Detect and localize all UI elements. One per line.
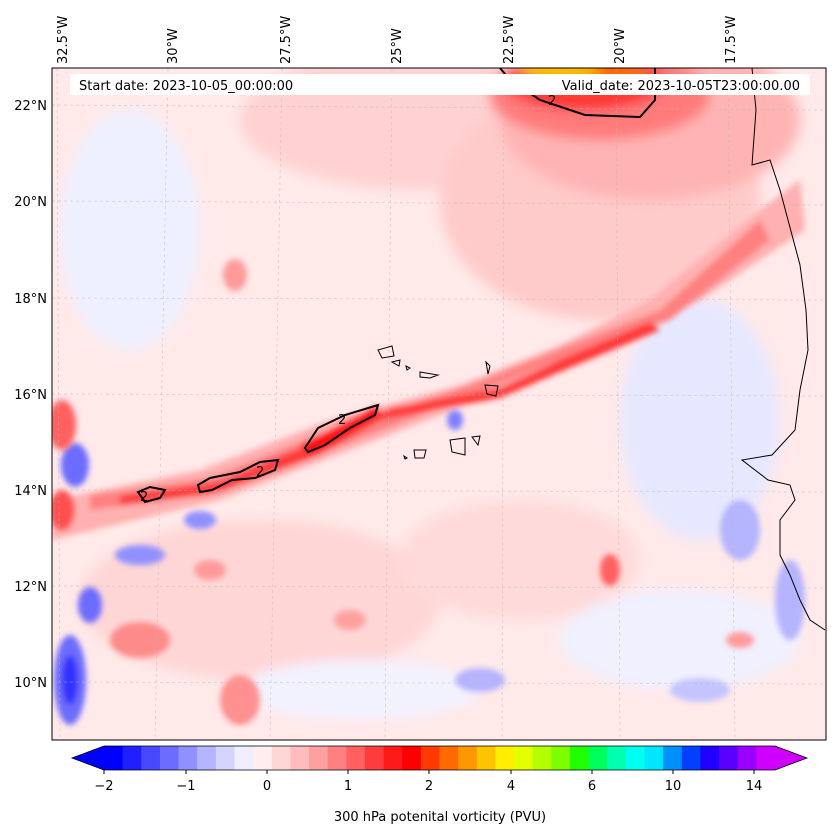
colorbar: −2 −1 0 1 2 4 6 10 14 300 hPa potenital … bbox=[70, 745, 809, 825]
colorbar-segments bbox=[104, 746, 776, 770]
map-panel: 2 2 2 2 Start date: 2023-10-05_00:00:00 … bbox=[52, 68, 826, 740]
contour-label: 2 bbox=[140, 490, 148, 505]
colorbar-tick-label: 0 bbox=[263, 779, 271, 794]
lat-label: 18°N bbox=[14, 292, 47, 307]
colorbar-segment bbox=[700, 746, 720, 770]
africa-coastline bbox=[740, 68, 826, 631]
colorbar-segment bbox=[104, 746, 124, 770]
colorbar-ticks bbox=[103, 770, 755, 774]
colorbar-segment bbox=[532, 746, 552, 770]
colorbar-tick-label: 14 bbox=[746, 779, 763, 794]
colorbar-segment bbox=[476, 746, 497, 770]
colorbar-segment bbox=[141, 746, 161, 770]
colorbar-tick-label: 10 bbox=[665, 779, 682, 794]
pv-contour-3 bbox=[303, 403, 380, 454]
negative-pv-patches bbox=[54, 410, 805, 725]
colorbar-segment bbox=[514, 746, 534, 770]
lon-label: 20°W bbox=[613, 28, 628, 64]
colorbar-segment bbox=[458, 746, 478, 770]
colorbar-segment bbox=[719, 746, 739, 770]
colorbar-tick-label: −2 bbox=[94, 779, 113, 794]
colorbar-segment bbox=[551, 746, 571, 770]
graticule bbox=[52, 68, 826, 740]
colorbar-segment bbox=[253, 746, 273, 770]
colorbar-segment bbox=[327, 746, 347, 770]
lat-label: 10°N bbox=[14, 676, 47, 691]
colorbar-segment bbox=[383, 746, 403, 770]
pv-2-contours bbox=[136, 68, 656, 504]
colorbar-tick-label: 2 bbox=[425, 779, 433, 794]
colorbar-segment bbox=[588, 746, 608, 770]
colorbar-segment bbox=[309, 746, 329, 770]
lat-label: 22°N bbox=[14, 99, 47, 114]
lat-label: 16°N bbox=[14, 388, 47, 403]
colorbar-segment bbox=[197, 746, 217, 770]
colorbar-segment bbox=[159, 746, 180, 770]
colorbar-segment bbox=[178, 746, 198, 770]
colorbar-tick-label: −1 bbox=[176, 779, 195, 794]
lon-label: 32.5°W bbox=[56, 16, 71, 64]
colorbar-max-extend-arrow bbox=[775, 746, 807, 770]
lat-label: 12°N bbox=[14, 580, 47, 595]
lat-label: 20°N bbox=[14, 195, 47, 210]
colorbar-tick-labels: −2 −1 0 1 2 4 6 10 14 bbox=[94, 779, 762, 794]
colorbar-segment bbox=[234, 746, 254, 770]
colorbar-segment bbox=[364, 746, 385, 770]
colorbar-segment bbox=[495, 746, 515, 770]
lon-label: 25°W bbox=[390, 28, 405, 64]
colorbar-segment bbox=[644, 746, 664, 770]
map-frame bbox=[51, 67, 827, 741]
colorbar-segment bbox=[271, 746, 291, 770]
coastlines bbox=[377, 68, 826, 631]
latitude-labels: 22°N 20°N 18°N 16°N 14°N 12°N 10°N bbox=[14, 99, 47, 691]
lat-label: 14°N bbox=[14, 484, 47, 499]
colorbar-segment bbox=[625, 746, 646, 770]
positive-pv-patches bbox=[52, 259, 754, 725]
contour-label: 2 bbox=[548, 94, 556, 109]
colorbar-segment bbox=[569, 746, 590, 770]
lon-label: 17.5°W bbox=[724, 16, 739, 64]
colorbar-label: 300 hPa potenital vorticity (PVU) bbox=[334, 810, 546, 825]
colorbar-segment bbox=[122, 746, 142, 770]
colorbar-segment bbox=[663, 746, 683, 770]
colorbar-tick-label: 6 bbox=[588, 779, 596, 794]
colorbar-segment bbox=[737, 746, 757, 770]
colorbar-segment bbox=[290, 746, 310, 770]
pv-contour-1 bbox=[136, 485, 167, 504]
start-date-label: Start date: 2023-10-05_00:00:00 bbox=[79, 79, 293, 94]
lon-label: 30°W bbox=[166, 28, 181, 64]
colorbar-segment bbox=[607, 746, 627, 770]
colorbar-tick-label: 4 bbox=[507, 779, 515, 794]
lon-label: 27.5°W bbox=[279, 16, 294, 64]
contour-label: 2 bbox=[338, 413, 346, 428]
longitude-labels: 32.5°W 30°W 27.5°W 25°W 22.5°W 20°W 17.5… bbox=[56, 16, 739, 64]
colorbar-segment bbox=[402, 746, 422, 770]
colorbar-segment bbox=[420, 746, 441, 770]
colorbar-tick-label: 1 bbox=[344, 779, 352, 794]
colorbar-segment bbox=[681, 746, 702, 770]
cape-verde-islands bbox=[377, 345, 499, 460]
colorbar-min-extend-arrow bbox=[72, 746, 104, 770]
contour-label: 2 bbox=[256, 465, 264, 480]
contour-labels: 2 2 2 2 bbox=[140, 94, 556, 505]
colorbar-segment bbox=[346, 746, 366, 770]
lon-label: 22.5°W bbox=[502, 16, 517, 64]
valid-date-label: Valid_date: 2023-10-05T23:00:00.00 bbox=[562, 79, 800, 94]
colorbar-segment bbox=[439, 746, 459, 770]
colorbar-segment bbox=[756, 746, 776, 770]
pv-contour-2 bbox=[196, 458, 280, 494]
colorbar-segment bbox=[215, 746, 236, 770]
header-strip bbox=[70, 74, 810, 95]
